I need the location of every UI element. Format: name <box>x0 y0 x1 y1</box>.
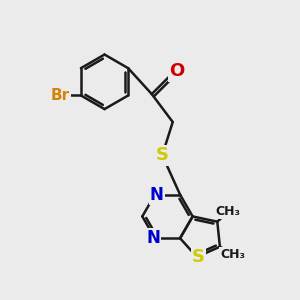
Text: CH₃: CH₃ <box>216 205 241 218</box>
Text: Br: Br <box>50 88 70 103</box>
Text: O: O <box>169 62 184 80</box>
Text: S: S <box>156 146 169 164</box>
Text: S: S <box>192 248 205 266</box>
Text: N: N <box>146 229 160 247</box>
Text: N: N <box>150 186 164 204</box>
Text: CH₃: CH₃ <box>220 248 245 261</box>
